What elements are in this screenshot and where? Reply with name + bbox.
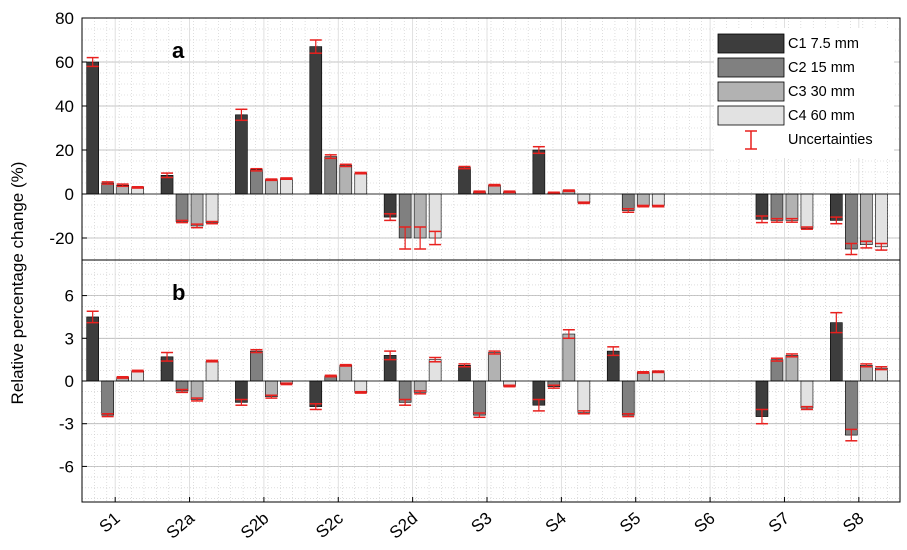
x-tick-label: S2b bbox=[237, 509, 272, 543]
y-tick-label: 40 bbox=[55, 97, 74, 116]
panel-label: a bbox=[172, 38, 185, 63]
bar bbox=[235, 114, 248, 195]
legend-label: C4 60 mm bbox=[788, 108, 855, 124]
bar bbox=[354, 172, 368, 195]
x-tick-label: S2d bbox=[386, 509, 421, 543]
bar bbox=[800, 193, 814, 229]
bar bbox=[190, 380, 204, 400]
bar bbox=[458, 167, 471, 195]
bar bbox=[785, 355, 799, 382]
bar bbox=[488, 352, 501, 382]
bar bbox=[175, 193, 189, 222]
legend-swatch bbox=[717, 33, 785, 54]
bar bbox=[250, 350, 263, 382]
legend-swatch bbox=[717, 81, 785, 102]
bar bbox=[860, 193, 873, 245]
bar bbox=[101, 380, 114, 416]
bar bbox=[280, 178, 293, 195]
y-tick-label: 60 bbox=[55, 53, 74, 72]
legend: C1 7.5 mm C2 15 mm C3 30 mm C4 60 mm Uncerta… bbox=[714, 28, 894, 158]
y-tick-label: -3 bbox=[59, 415, 74, 434]
bars-layer bbox=[86, 39, 888, 442]
bar bbox=[532, 149, 546, 195]
x-tick-label: S5 bbox=[616, 509, 644, 537]
bar bbox=[86, 61, 99, 195]
bar bbox=[309, 380, 323, 407]
bar bbox=[473, 380, 486, 416]
bar bbox=[845, 193, 858, 250]
y-axis-label: Relative percentage change (%) bbox=[8, 162, 27, 405]
bar bbox=[265, 380, 278, 397]
bar bbox=[190, 193, 204, 227]
x-tick-label: S6 bbox=[691, 509, 719, 537]
y-tick-label: -20 bbox=[49, 229, 74, 248]
bar bbox=[458, 365, 471, 382]
y-tick-label: 0 bbox=[65, 185, 74, 204]
bar bbox=[860, 365, 873, 382]
x-tick-label: S1 bbox=[96, 509, 124, 537]
axes-layer bbox=[81, 17, 901, 503]
bar bbox=[636, 193, 650, 207]
bar bbox=[131, 370, 144, 382]
bar bbox=[875, 193, 888, 248]
bar bbox=[339, 165, 353, 195]
bar bbox=[577, 380, 591, 413]
bar bbox=[309, 46, 323, 195]
y-tick-label: 0 bbox=[65, 372, 74, 391]
bar bbox=[845, 380, 858, 436]
x-tick-label: S8 bbox=[839, 509, 867, 537]
y-tick-label: 20 bbox=[55, 141, 74, 160]
bar bbox=[800, 380, 814, 409]
bar bbox=[339, 365, 353, 382]
y-tick-label: 80 bbox=[55, 9, 74, 28]
bar bbox=[205, 193, 219, 223]
legend-label: C3 30 mm bbox=[788, 84, 855, 100]
legend-label: C2 15 mm bbox=[788, 60, 855, 76]
legend-swatch bbox=[717, 57, 785, 78]
bar bbox=[324, 156, 338, 195]
bar bbox=[354, 380, 368, 393]
bar bbox=[428, 359, 442, 382]
bar bbox=[785, 193, 799, 221]
bar bbox=[265, 179, 278, 195]
y-tick-label: 3 bbox=[65, 329, 74, 348]
y-tick-label: 6 bbox=[65, 287, 74, 306]
bar bbox=[621, 380, 635, 416]
x-tick-label: S3 bbox=[467, 509, 495, 537]
y-tick-label: -6 bbox=[59, 457, 74, 476]
bar bbox=[562, 333, 576, 382]
x-tick-label: S7 bbox=[765, 509, 793, 537]
bar bbox=[205, 360, 219, 382]
x-tick-label: S2a bbox=[163, 508, 199, 542]
bar bbox=[770, 193, 784, 221]
bar bbox=[86, 316, 99, 382]
legend-label: C1 7.5 mm bbox=[788, 36, 859, 52]
bar bbox=[651, 193, 665, 207]
panel-label: b bbox=[172, 280, 185, 305]
x-tick-label: S2c bbox=[312, 508, 347, 542]
legend-label: Uncertainties bbox=[788, 132, 873, 148]
legend-swatch bbox=[717, 105, 785, 126]
bar bbox=[770, 359, 784, 382]
x-tick-label: S4 bbox=[542, 509, 570, 537]
bar bbox=[250, 169, 263, 195]
